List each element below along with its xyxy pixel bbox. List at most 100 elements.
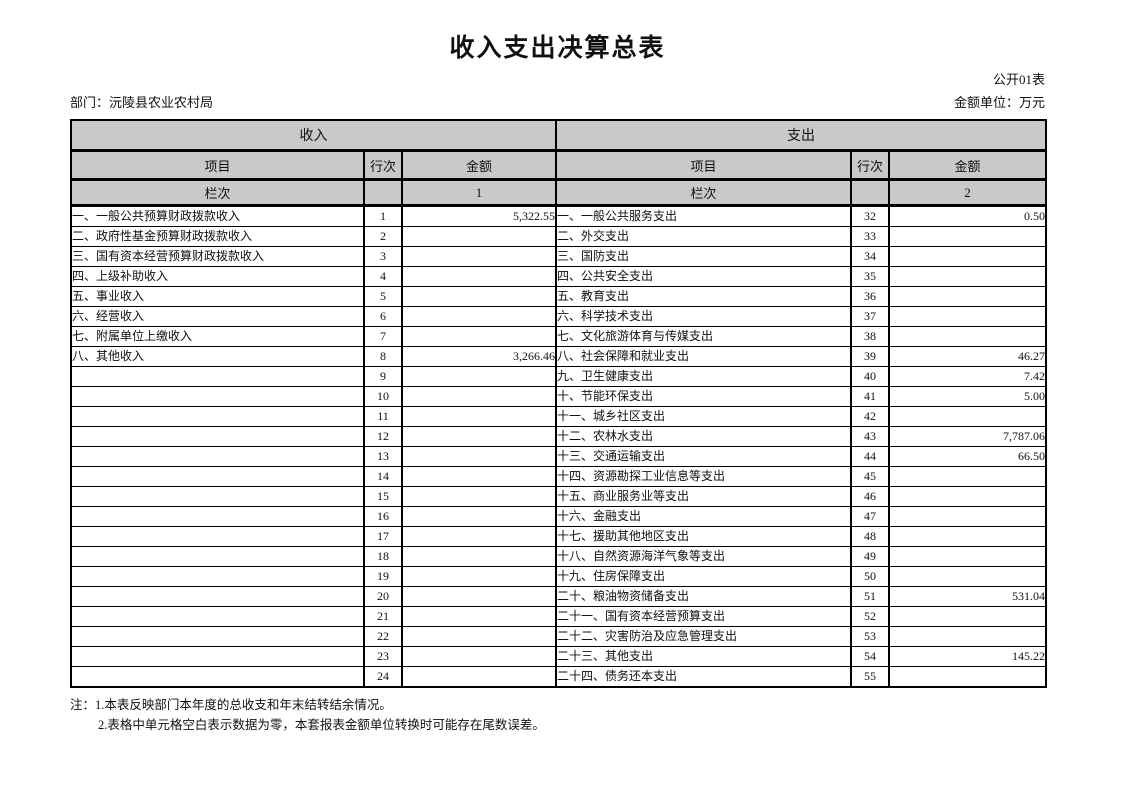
- income-amount-cell: [401, 506, 557, 527]
- expense-amount-cell: [888, 406, 1047, 427]
- income-line-cell: 23: [363, 646, 403, 667]
- expense-item-cell: 二十一、国有资本经营预算支出: [555, 606, 852, 627]
- department-label: 部门：: [70, 95, 110, 110]
- income-item-cell: 四、上级补助收入: [70, 266, 365, 287]
- expense-line-index-blank: [850, 178, 890, 207]
- expense-item-cell: 二十四、债务还本支出: [555, 666, 852, 688]
- income-item-cell: 八、其他收入: [70, 346, 365, 367]
- note-line-2: 2.表格中单元格空白表示数据为零，本套报表金额单位转换时可能存在尾数误差。: [98, 718, 545, 732]
- income-amount-cell: [401, 246, 557, 267]
- expense-line-cell: 41: [850, 386, 890, 407]
- expense-amount-cell: [888, 246, 1047, 267]
- table-row: 24 二十四、债务还本支出 55: [70, 666, 1047, 688]
- income-line-cell: 21: [363, 606, 403, 627]
- expense-line-cell: 37: [850, 306, 890, 327]
- expense-line-cell: 48: [850, 526, 890, 547]
- income-amount-cell: [401, 266, 557, 287]
- expense-amount-cell: [888, 226, 1047, 247]
- table-row: 六、经营收入 6 六、科学技术支出 37: [70, 306, 1047, 327]
- income-amount-cell: [401, 446, 557, 467]
- expense-item-cell: 五、教育支出: [555, 286, 852, 307]
- expense-amount-cell: [888, 526, 1047, 547]
- expense-item-cell: 九、卫生健康支出: [555, 366, 852, 387]
- table-row: 三、国有资本经营预算财政拨款收入 3 三、国防支出 34: [70, 246, 1047, 267]
- table-row: 9 九、卫生健康支出 40 7.42: [70, 366, 1047, 387]
- income-line-cell: 15: [363, 486, 403, 507]
- expense-amount-cell: 145.22: [888, 646, 1047, 667]
- expense-item-cell: 六、科学技术支出: [555, 306, 852, 327]
- income-amount-cell: [401, 306, 557, 327]
- expense-item-cell: 十三、交通运输支出: [555, 446, 852, 467]
- expense-section-header: 支出: [555, 119, 1047, 152]
- table-row: 22 二十二、灾害防治及应急管理支出 53: [70, 626, 1047, 647]
- income-item-cell: [70, 386, 365, 407]
- expense-item-cell: 一、一般公共服务支出: [555, 205, 852, 227]
- income-line-cell: 20: [363, 586, 403, 607]
- expense-amount-cell: 66.50: [888, 446, 1047, 467]
- income-item-cell: [70, 366, 365, 387]
- income-item-cell: [70, 546, 365, 567]
- expense-item-cell: 十四、资源勘探工业信息等支出: [555, 466, 852, 487]
- expense-line-cell: 52: [850, 606, 890, 627]
- table-row: 23 二十三、其他支出 54 145.22: [70, 646, 1047, 667]
- income-amount-header: 金额: [401, 149, 557, 181]
- expense-amount-cell: [888, 666, 1047, 688]
- expense-line-header: 行次: [850, 149, 890, 181]
- section-header-row: 收入 支出: [70, 119, 1047, 152]
- expense-line-cell: 35: [850, 266, 890, 287]
- column-header-row: 项目 行次 金额 项目 行次 金额: [70, 149, 1047, 181]
- income-amount-cell: [401, 466, 557, 487]
- expense-line-cell: 46: [850, 486, 890, 507]
- income-col-index: 1: [401, 178, 557, 207]
- expense-amount-cell: 5.00: [888, 386, 1047, 407]
- department-line: 部门：沅陵县农业农村局: [70, 95, 213, 110]
- expense-line-cell: 39: [850, 346, 890, 367]
- income-line-cell: 18: [363, 546, 403, 567]
- expense-amount-cell: [888, 626, 1047, 647]
- income-line-cell: 14: [363, 466, 403, 487]
- table-row: 14 十四、资源勘探工业信息等支出 45: [70, 466, 1047, 487]
- income-amount-cell: 3,266.46: [401, 346, 557, 367]
- summary-table: 收入 支出 项目 行次 金额 项目 行次 金额 栏次 1 栏次 2 一、一般公共…: [70, 119, 1047, 688]
- expense-line-cell: 55: [850, 666, 890, 688]
- income-amount-cell: [401, 646, 557, 667]
- income-line-cell: 3: [363, 246, 403, 267]
- income-amount-cell: [401, 626, 557, 647]
- table-row: 七、附属单位上缴收入 7 七、文化旅游体育与传媒支出 38: [70, 326, 1047, 347]
- income-item-cell: [70, 606, 365, 627]
- expense-amount-cell: [888, 266, 1047, 287]
- expense-item-cell: 七、文化旅游体育与传媒支出: [555, 326, 852, 347]
- expense-amount-cell: [888, 566, 1047, 587]
- table-row: 13 十三、交通运输支出 44 66.50: [70, 446, 1047, 467]
- income-item-cell: [70, 446, 365, 467]
- income-amount-cell: 5,322.55: [401, 205, 557, 227]
- expense-amount-cell: 46.27: [888, 346, 1047, 367]
- expense-item-cell: 十五、商业服务业等支出: [555, 486, 852, 507]
- expense-line-cell: 42: [850, 406, 890, 427]
- expense-line-cell: 38: [850, 326, 890, 347]
- expense-line-cell: 53: [850, 626, 890, 647]
- expense-amount-cell: [888, 466, 1047, 487]
- expense-line-cell: 50: [850, 566, 890, 587]
- table-row: 四、上级补助收入 4 四、公共安全支出 35: [70, 266, 1047, 287]
- income-item-cell: 一、一般公共预算财政拨款收入: [70, 205, 365, 227]
- income-line-cell: 16: [363, 506, 403, 527]
- income-item-cell: [70, 646, 365, 667]
- income-line-cell: 2: [363, 226, 403, 247]
- table-row: 21 二十一、国有资本经营预算支出 52: [70, 606, 1047, 627]
- expense-line-cell: 54: [850, 646, 890, 667]
- income-line-cell: 19: [363, 566, 403, 587]
- income-line-index-blank: [363, 178, 403, 207]
- income-section-header: 收入: [70, 119, 557, 152]
- expense-index-label: 栏次: [555, 178, 852, 207]
- table-row: 15 十五、商业服务业等支出 46: [70, 486, 1047, 507]
- income-amount-cell: [401, 526, 557, 547]
- expense-item-cell: 十九、住房保障支出: [555, 566, 852, 587]
- income-line-cell: 5: [363, 286, 403, 307]
- income-line-cell: 11: [363, 406, 403, 427]
- expense-line-cell: 43: [850, 426, 890, 447]
- expense-line-cell: 51: [850, 586, 890, 607]
- income-amount-cell: [401, 366, 557, 387]
- expense-amount-cell: [888, 506, 1047, 527]
- expense-item-cell: 十七、援助其他地区支出: [555, 526, 852, 547]
